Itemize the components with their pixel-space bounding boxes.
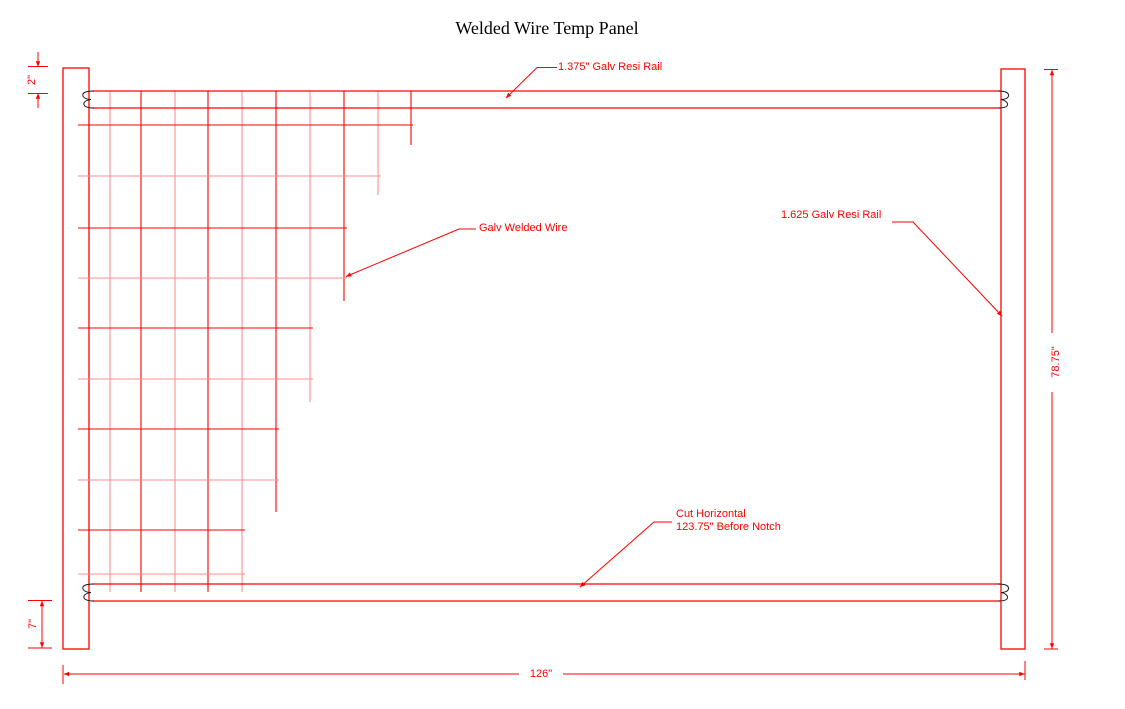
top-rail-left-notch [82,90,95,109]
bottom-rail-left-notch [82,583,95,602]
top-rail-right-notch [997,90,1010,109]
dimension-width [62,661,1026,684]
welded-wire-label: Galv Welded Wire [479,222,568,234]
cut-horizontal-label: Cut Horizontal 123.75" Before Notch [676,508,781,534]
dimension-height-text: 78.75" [1050,346,1062,378]
dimension-height [1044,69,1058,650]
bottom-rail-right-notch [997,583,1010,602]
welded-wire-mesh [78,91,413,592]
cut-horizontal-label-line2: 123.75" Before Notch [676,521,781,533]
right-post [1000,68,1026,650]
dimension-7in-text: 7" [27,618,39,630]
drawing-title: Welded Wire Temp Panel [455,18,639,38]
dimension-7in [28,600,52,649]
bottom-rail [82,583,1010,602]
left-post [62,67,90,650]
leader-cut-horizontal [579,521,672,588]
dimension-2in [28,52,48,108]
leader-top-rail [505,67,557,99]
top-rail [82,90,1010,109]
top-rail-label: 1.375" Galv Resi Rail [558,61,663,73]
dimension-width-text: 126" [529,668,553,680]
right-rail-label: 1.625 Galv Resi Rail [781,209,882,221]
cut-horizontal-label-line1: Cut Horizontal [676,508,746,520]
leader-right-rail [892,221,1003,317]
dimension-2in-text: 2" [26,74,38,86]
leader-welded-wire [345,228,476,277]
